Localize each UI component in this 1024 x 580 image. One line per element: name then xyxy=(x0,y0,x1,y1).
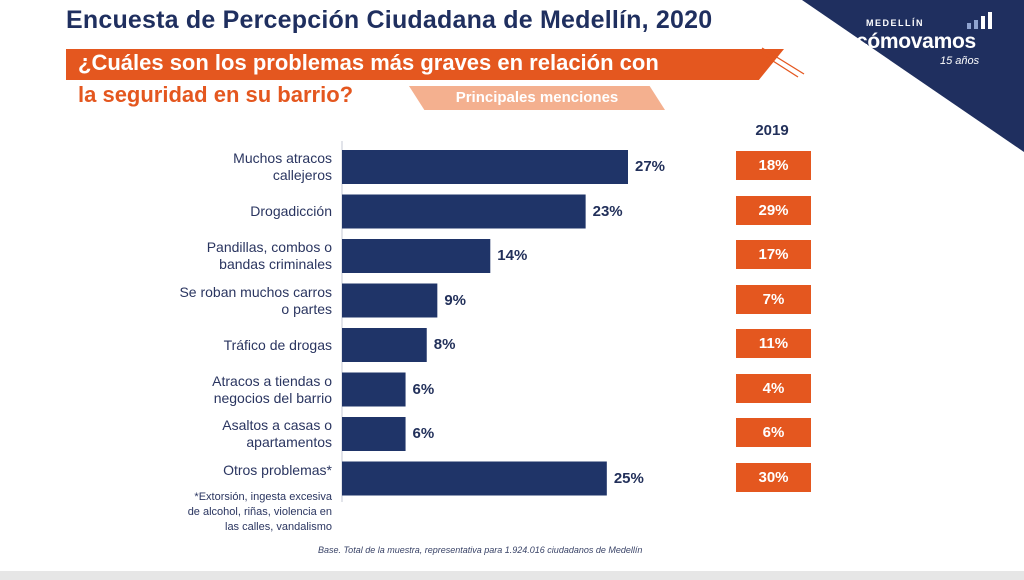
bar-chart-icon xyxy=(967,12,992,29)
comparison-2019-value: 7% xyxy=(736,284,811,314)
bar-value-label: 9% xyxy=(444,291,467,309)
category-label-line: apartamentos xyxy=(246,434,332,450)
category-label: Pandillas, combos o bandas criminales xyxy=(207,239,332,273)
bar xyxy=(342,194,586,229)
logo-brand-text: cómovamos xyxy=(856,30,976,53)
category-label-line: bandas criminales xyxy=(219,256,332,272)
bar xyxy=(342,150,628,184)
bar-value-label: 14% xyxy=(497,247,528,264)
category-label-line: Otros problemas* xyxy=(223,461,332,478)
bar xyxy=(342,239,491,273)
subtitle-banner xyxy=(409,86,665,110)
category-label-line: Atracos a tiendas o xyxy=(212,372,332,389)
category-label: Muchos atracos callejeros xyxy=(233,150,332,184)
category-label: Otros problemas* xyxy=(223,462,332,479)
logo-years-text: 15 años xyxy=(940,55,980,67)
question-banner xyxy=(66,49,784,80)
category-label-line: Drogadicción xyxy=(250,203,332,219)
footnote-line: las calles, vandalismo xyxy=(225,521,332,533)
category-label-line: o partes xyxy=(281,300,332,317)
comparison-2019-value: 4% xyxy=(736,373,811,403)
bar-value-label: 25% xyxy=(613,469,644,487)
comparison-year-header: 2019 xyxy=(755,122,789,139)
comparison-2019-value: 17% xyxy=(736,240,811,269)
bar-value-label: 6% xyxy=(412,425,435,442)
bottom-strip xyxy=(0,571,1024,580)
question-line-1: ¿Cuáles son los problemas más graves en … xyxy=(78,50,659,75)
bar xyxy=(342,283,438,318)
category-label-line: Se roban muchos carros xyxy=(179,283,332,300)
category-label-line: Tráfico de drogas xyxy=(223,336,332,353)
bar xyxy=(342,328,427,362)
bar xyxy=(342,372,406,407)
bar-value-label: 8% xyxy=(433,336,456,353)
bar xyxy=(342,417,406,451)
category-label: Drogadicción xyxy=(250,203,332,220)
bar xyxy=(342,461,607,496)
category-label-line: Asaltos a casas o xyxy=(222,417,332,433)
comparison-2019-value: 29% xyxy=(736,195,811,225)
base-note: Base. Total de la muestra, representativ… xyxy=(318,545,643,555)
category-label-line: negocios del barrio xyxy=(213,389,332,406)
logo-city-text: MEDELLÍN xyxy=(866,18,924,28)
category-label-line: Pandillas, combos o xyxy=(206,239,332,255)
category-label-line: callejeros xyxy=(272,167,332,183)
comparison-2019-value: 11% xyxy=(736,329,811,358)
category-label-line: Muchos atracos xyxy=(233,150,332,166)
comparison-2019-value: 6% xyxy=(736,418,811,447)
decorative-lines xyxy=(761,47,805,78)
question-line-2: la seguridad en su barrio? xyxy=(78,82,354,107)
comparison-2019-value: 18% xyxy=(736,151,811,180)
comparison-2019-value: 30% xyxy=(736,462,811,492)
chart-title: Encuesta de Percepción Ciudadana de Mede… xyxy=(66,6,713,34)
bar-value-label: 6% xyxy=(412,380,435,398)
logo-background xyxy=(802,0,1024,152)
category-label: Asaltos a casas o apartamentos xyxy=(222,417,332,451)
bar-value-label: 23% xyxy=(592,202,623,220)
category-label: Tráfico de drogas xyxy=(224,337,332,354)
category-label: Se roban muchos carros o partes xyxy=(179,284,332,318)
category-label: Atracos a tiendas o negocios del barrio xyxy=(212,373,332,407)
footnote-line: de alcohol, riñas, violencia en xyxy=(187,506,332,518)
bar-value-label: 27% xyxy=(635,158,666,175)
footnote-line: *Extorsión, ingesta excesiva xyxy=(194,491,332,503)
footnote: *Extorsión, ingesta excesiva de alcohol,… xyxy=(188,490,332,535)
chart-subtitle: Principales menciones xyxy=(455,89,619,106)
